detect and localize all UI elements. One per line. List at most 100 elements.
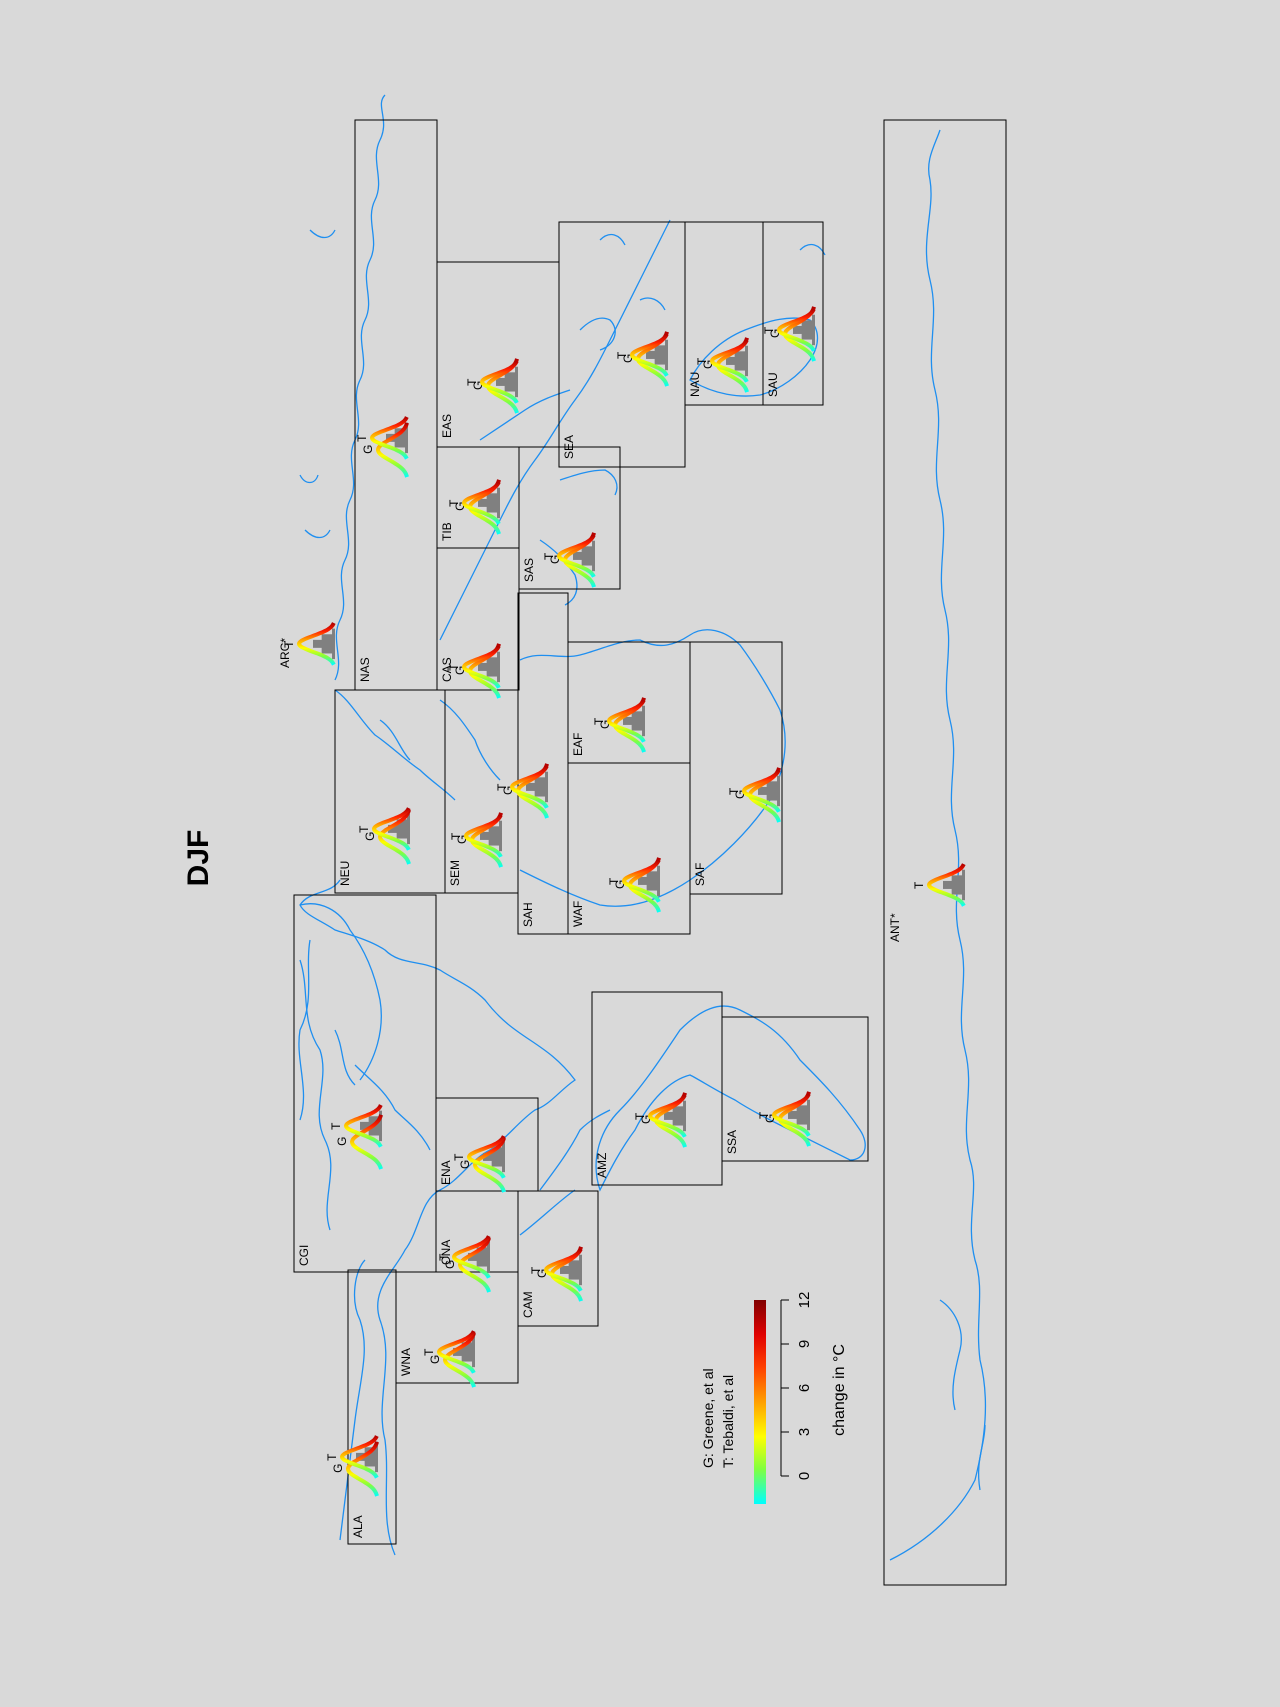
- g-label-waf: G: [613, 880, 627, 889]
- g-label-tib: G: [453, 502, 467, 511]
- histogram-bar-sau: [812, 314, 815, 323]
- histogram-bar-cas: [486, 657, 500, 666]
- histogram-bar-saf: [766, 781, 780, 790]
- histogram-bar-wna: [453, 1347, 475, 1356]
- histogram-bar-ena: [491, 1147, 505, 1156]
- region-boxes: [293, 119, 1007, 1586]
- colorbar-ticks: 0 3 6 9 12: [781, 1292, 813, 1480]
- histogram-bar-sea: [646, 350, 668, 359]
- t-label-saf: T: [727, 787, 741, 795]
- histogram-bar-eas: [504, 383, 518, 392]
- histogram-bar-arc: [313, 639, 335, 648]
- histogram-bar-cna: [487, 1241, 490, 1250]
- region-box-cam: [517, 1190, 599, 1327]
- g-label-ena: G: [458, 1160, 472, 1169]
- histogram-bar-eas: [515, 366, 518, 375]
- histogram-bar-tib: [497, 510, 500, 519]
- histogram-bar-sah: [534, 777, 548, 786]
- histogram-bar-cgi: [368, 1116, 382, 1125]
- t-label-ala: T: [325, 1453, 339, 1461]
- histogram-bar-sau: [793, 325, 815, 334]
- region-label-tib: TIB: [440, 522, 454, 541]
- histogram-bar-ant: [962, 869, 965, 878]
- histogram-bar-nau: [745, 345, 748, 354]
- g-curve-cna: [457, 1237, 491, 1293]
- histogram-bar-ena: [491, 1158, 505, 1167]
- t-curve-eaf: [606, 699, 646, 743]
- t-label-nau: T: [695, 357, 709, 365]
- t-curve-sas: [556, 534, 596, 578]
- t-curve-arc: [296, 622, 336, 666]
- region-label-cgi: CGI: [297, 1245, 311, 1266]
- t-curve-neu: [371, 807, 411, 851]
- histogram-bar-ssa: [788, 1110, 810, 1119]
- histogram-bar-tib: [478, 498, 500, 507]
- t-label-cna: T: [437, 1253, 451, 1261]
- histogram-bar-wna: [461, 1353, 475, 1362]
- histogram-bar-cgi: [379, 1110, 382, 1119]
- g-label-nas: G: [361, 445, 375, 454]
- legend: G: Greene, et al T: Tebaldi, et al 0 3 6 9 1…: [700, 1292, 848, 1504]
- region-box-ena: [435, 1097, 539, 1192]
- t-label-cgi: T: [329, 1122, 343, 1130]
- histogram-bar-sea: [665, 362, 668, 371]
- histogram-bar-waf: [638, 876, 660, 885]
- region-box-eas: [436, 261, 560, 448]
- histogram-bar-neu: [407, 836, 410, 845]
- histogram-bar-sau: [801, 320, 815, 329]
- figure-title: DJF: [182, 830, 215, 887]
- histogram-bar-cna: [476, 1258, 490, 1267]
- region-box-sah: [517, 592, 569, 935]
- histogram-bar-ant: [951, 886, 965, 895]
- g-label-sah: G: [501, 786, 515, 795]
- histogram-bar-ssa: [807, 1099, 810, 1108]
- t-label-sas: T: [542, 552, 556, 560]
- histogram-bar-sas: [581, 557, 595, 566]
- histogram-bar-eaf: [642, 728, 645, 737]
- t-curve-sah: [509, 765, 549, 809]
- histogram-bar-arc: [321, 634, 335, 643]
- histogram-bar-ala: [356, 1452, 378, 1461]
- region-label-neu: NEU: [338, 861, 352, 886]
- histogram-bar-nas: [386, 433, 408, 442]
- g-label-sas: G: [548, 555, 562, 564]
- t-curve-nau: [709, 339, 749, 383]
- histogram-bar-saf: [758, 786, 780, 795]
- g-label-cna: G: [443, 1260, 457, 1269]
- t-curve-waf: [621, 859, 661, 903]
- region-label-saf: SAF: [693, 863, 707, 886]
- histogram-bar-cam: [579, 1277, 582, 1286]
- histogram-bar-ena: [502, 1164, 505, 1173]
- region-label-cas: CAS: [440, 657, 454, 682]
- histogram-bar-eaf: [623, 716, 645, 725]
- t-label-cam: T: [529, 1266, 543, 1274]
- t-curve-eas: [479, 360, 519, 404]
- histogram-bar-cam: [568, 1271, 582, 1280]
- histogram-bar-neu: [388, 824, 410, 833]
- histogram-bar-cam: [560, 1265, 582, 1274]
- histogram-bar-tib: [486, 493, 500, 502]
- histogram-bar-neu: [396, 819, 410, 828]
- histogram-bar-eas: [496, 377, 518, 386]
- histogram-bar-waf: [657, 888, 660, 897]
- region-box-amz: [591, 991, 723, 1186]
- t-label-arc: T: [282, 640, 296, 648]
- t-curve-tib: [461, 481, 501, 525]
- legend-title: change in °C: [831, 1344, 848, 1436]
- g-label-saf: G: [733, 790, 747, 799]
- histogram-bar-amz: [683, 1123, 686, 1132]
- histogram-bar-cas: [497, 674, 500, 683]
- histogram-bar-nas: [394, 439, 408, 448]
- histogram-bar-ena: [483, 1152, 505, 1161]
- t-label-neu: T: [357, 825, 371, 833]
- histogram-bar-arc: [321, 645, 335, 654]
- region-label-ena: ENA: [439, 1160, 453, 1185]
- histogram-bar-sem: [499, 843, 502, 852]
- g-curve-wna: [442, 1332, 476, 1388]
- histogram-bar-cna: [476, 1247, 490, 1256]
- region-label-cna: CNA: [439, 1240, 453, 1265]
- histogram-bar-amz: [672, 1117, 686, 1126]
- t-label-sem: T: [449, 832, 463, 840]
